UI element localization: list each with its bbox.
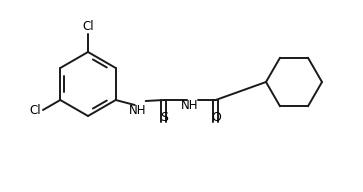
Text: S: S <box>160 111 168 124</box>
Text: NH: NH <box>181 99 199 112</box>
Text: Cl: Cl <box>29 103 41 117</box>
Text: O: O <box>211 111 221 124</box>
Text: Cl: Cl <box>82 20 94 33</box>
Text: NH: NH <box>129 104 146 117</box>
